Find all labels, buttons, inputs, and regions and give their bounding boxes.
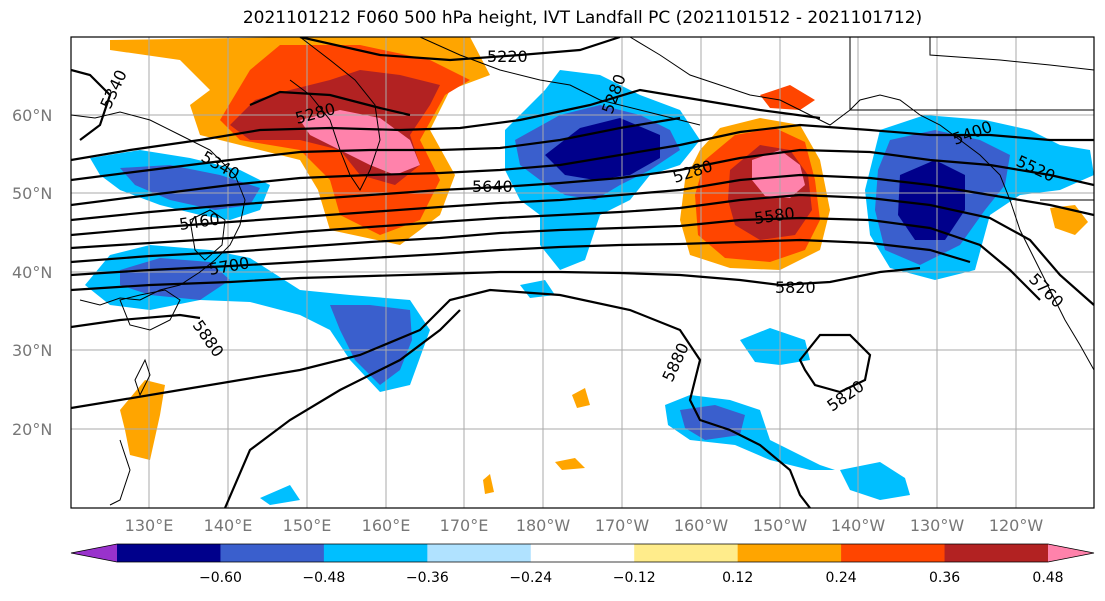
contour-label-5640: 5640	[472, 177, 513, 196]
height-contours	[71, 37, 1094, 508]
colorbar-tick-label: −0.60	[199, 570, 242, 586]
colorbar-tick-label: 0.36	[929, 570, 960, 586]
ivt-negative-region-bering-strong	[545, 118, 660, 180]
ivt-negative-region-subtropic-2	[740, 328, 810, 365]
ivt-positive-region-gulf-max	[752, 150, 805, 198]
colorbar-tick-label: 0.12	[722, 570, 753, 586]
lon-label-150w: 150°W	[753, 516, 808, 535]
ivt-negative-region-okhotsk-mid	[120, 165, 260, 210]
ivt-negative-region-pnw-strong	[898, 160, 965, 240]
colorbar-tick-label: 0.24	[826, 570, 857, 586]
ivt-negative-region-japan-mid	[120, 258, 412, 385]
lon-label-130w: 130°W	[910, 516, 965, 535]
ivt-positive-spot-alaska	[760, 85, 815, 110]
map-frame	[70, 36, 1095, 509]
colorbar-segment	[530, 544, 635, 562]
graticule	[71, 37, 1094, 508]
lon-label-140e: 140°E	[204, 516, 253, 535]
colorbar-tick-label: −0.36	[406, 570, 449, 586]
colorbar-outline	[70, 543, 1095, 563]
lon-label-140w: 140°W	[831, 516, 886, 535]
contour-label-5220: 5220	[487, 47, 528, 66]
lon-label-180w: 180°W	[516, 516, 571, 535]
lon-label-170e: 170°E	[440, 516, 489, 535]
latitude-labels: 60°N 50°N 40°N 30°N 20°N	[12, 106, 52, 439]
lat-label-30n: 30°N	[12, 341, 52, 360]
lon-label-160e: 160°E	[362, 516, 411, 535]
colorbar-tick-label: 0.48	[1032, 570, 1063, 586]
colorbar-tick-label: −0.48	[302, 570, 345, 586]
longitude-labels: 130°E 140°E 150°E 160°E 170°E 180°W 170°…	[125, 516, 1044, 535]
colorbar-extend-low	[71, 544, 117, 562]
contour-label-5820: 5820	[775, 278, 816, 297]
ivt-positive-region-kamchatka-max	[300, 110, 420, 175]
ivt-positive-spot-small-1	[555, 458, 585, 470]
coastlines	[71, 37, 1094, 506]
colorbar-segment	[220, 544, 325, 562]
ivt-positive-spot-small-2	[483, 474, 494, 494]
colorbar-tick-label: −0.24	[509, 570, 552, 586]
lat-label-60n: 60°N	[12, 106, 52, 125]
colorbar-segment	[841, 544, 946, 562]
map-title: 2021101212 F060 500 hPa height, IVT Land…	[242, 8, 923, 28]
colorbar-segment	[737, 544, 842, 562]
colorbar	[70, 543, 1095, 563]
lon-label-120w: 120°W	[989, 516, 1044, 535]
lon-label-170w: 170°W	[595, 516, 650, 535]
ivt-positive-spot-hawaii	[572, 388, 590, 408]
colorbar-tick-label: −0.12	[613, 570, 656, 586]
colorbar-segment	[323, 544, 428, 562]
colorbar-segment	[427, 544, 532, 562]
ivt-positive-spot-philippine	[120, 380, 165, 460]
colorbar-segment	[117, 544, 221, 562]
lat-label-40n: 40°N	[12, 263, 52, 282]
colorbar-segment	[634, 544, 739, 562]
colorbar-extend-high	[1048, 544, 1094, 562]
lat-label-50n: 50°N	[12, 184, 52, 203]
ivt-negative-spot-south	[260, 485, 300, 505]
colorbar-ticks: −0.60 −0.48 −0.36 −0.24 −0.12 0.12 0.24 0.36 0.4…	[199, 570, 1064, 586]
lon-label-150e: 150°E	[283, 516, 332, 535]
lon-label-130e: 130°E	[125, 516, 174, 535]
colorbar-segment	[944, 544, 1049, 562]
lon-label-160w: 160°W	[674, 516, 729, 535]
lat-label-20n: 20°N	[12, 420, 52, 439]
